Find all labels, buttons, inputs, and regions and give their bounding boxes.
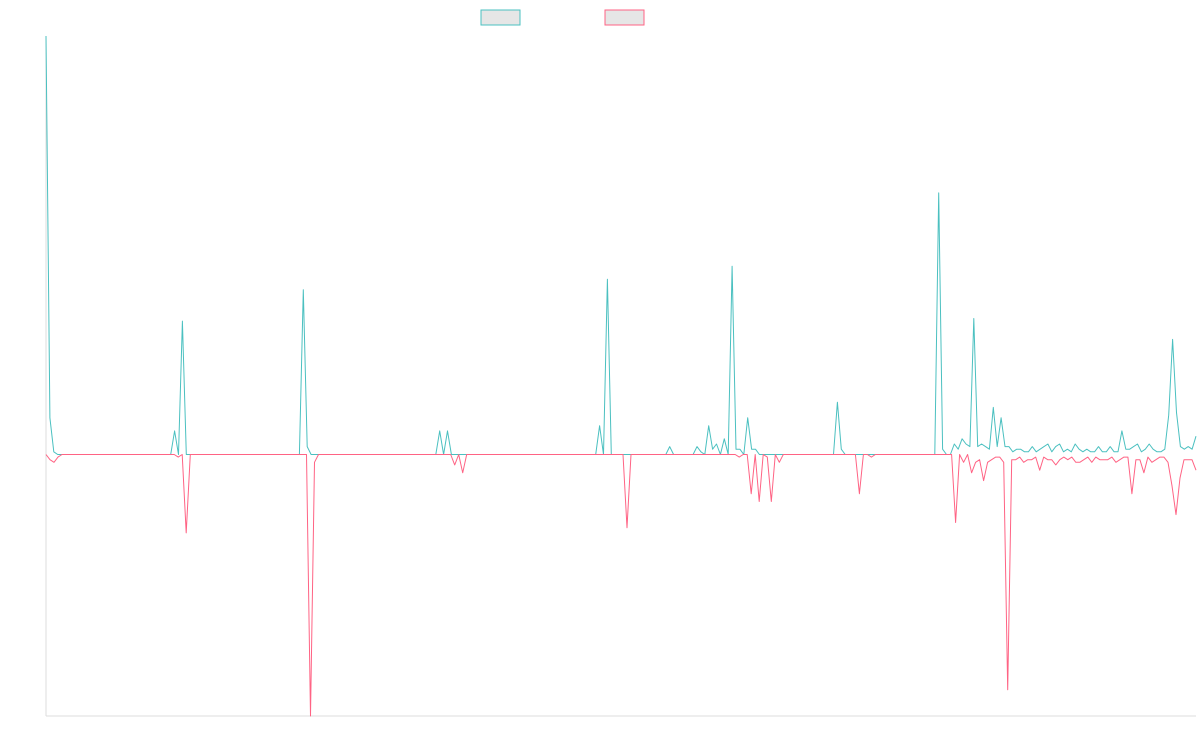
legend-swatch-2[interactable] bbox=[604, 9, 645, 26]
legend bbox=[480, 9, 645, 26]
series-line-1 bbox=[45, 35, 1197, 455]
legend-swatch-1[interactable] bbox=[480, 9, 521, 26]
series-line-2 bbox=[45, 454, 1197, 717]
series-layer bbox=[45, 35, 1197, 717]
